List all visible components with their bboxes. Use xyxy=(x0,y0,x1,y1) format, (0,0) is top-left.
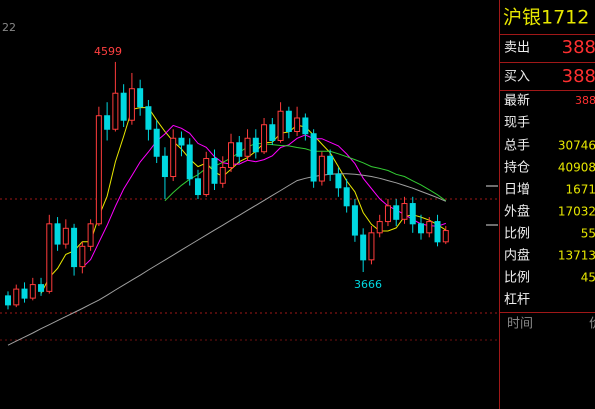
candle-body xyxy=(54,223,61,245)
row-value: 1671 xyxy=(565,183,595,197)
candle-body xyxy=(409,203,416,225)
row-label: 外盘 xyxy=(504,204,530,220)
low-label: 3666 xyxy=(354,278,382,291)
candle-body xyxy=(21,288,28,299)
candle-body xyxy=(236,142,243,157)
candle-body xyxy=(203,158,210,196)
candle-body xyxy=(277,110,284,142)
candle-body xyxy=(261,124,268,153)
candle-body xyxy=(426,221,433,234)
candle-body xyxy=(29,284,36,299)
candle-body xyxy=(153,128,160,157)
candle-body xyxy=(194,178,201,196)
candle-body xyxy=(46,223,53,292)
candle-body xyxy=(112,92,119,130)
footer-label: 价 xyxy=(589,317,595,332)
candle-body xyxy=(170,137,177,178)
row-label: 买入 xyxy=(504,70,530,85)
candle-body xyxy=(228,142,235,169)
candle-body xyxy=(62,227,69,245)
candle-body xyxy=(186,144,193,180)
row-value: 40908 xyxy=(558,161,595,175)
candle-body xyxy=(368,232,375,261)
panel-title: 沪银1712 xyxy=(503,7,589,29)
candle-body xyxy=(71,227,78,268)
candle-body xyxy=(351,205,358,236)
candle-body xyxy=(244,137,251,157)
candle-body xyxy=(137,88,144,108)
plot-area xyxy=(5,61,449,346)
row-label: 杠杆 xyxy=(504,292,530,308)
candle-body xyxy=(418,223,424,234)
candle-body xyxy=(13,288,20,306)
candle-body xyxy=(376,221,383,234)
row-label: 比例 xyxy=(504,271,530,286)
footer-label: 时间 xyxy=(507,317,533,332)
candle-body xyxy=(161,155,168,178)
candle-body xyxy=(310,133,317,182)
candle-body xyxy=(95,115,102,225)
candle-body xyxy=(335,173,342,189)
ma-line xyxy=(7,173,446,346)
candle-body xyxy=(318,155,325,182)
candle-body xyxy=(5,295,11,306)
candle-body xyxy=(302,117,309,135)
candle-body xyxy=(79,245,86,268)
candle-body xyxy=(178,137,185,146)
high-label: 4599 xyxy=(94,45,122,58)
row-value: 55 xyxy=(581,227,595,241)
row-label: 现手 xyxy=(504,116,530,131)
candle-body xyxy=(269,124,276,142)
row-value: 17032 xyxy=(558,205,595,219)
row-value: 388 xyxy=(562,37,595,58)
row-value: 45 xyxy=(581,271,595,285)
row-value: 388 xyxy=(562,66,595,87)
candle-body xyxy=(343,187,350,207)
candle-body xyxy=(393,205,400,220)
row-label: 卖出 xyxy=(504,41,530,56)
candle-body xyxy=(434,221,441,243)
candle-body xyxy=(38,284,45,292)
candle-body xyxy=(219,167,226,184)
candle-body xyxy=(384,205,391,223)
row-value: 388 xyxy=(575,94,595,107)
candle-body xyxy=(145,106,152,130)
candle-body xyxy=(294,117,301,132)
candle-body xyxy=(87,223,94,247)
row-label: 总手 xyxy=(504,139,530,154)
corner-label: 22 xyxy=(2,21,16,34)
candle-body xyxy=(128,88,135,121)
row-value: 30746 xyxy=(558,139,595,153)
row-value: 13713 xyxy=(558,249,595,263)
candle-body xyxy=(442,230,449,243)
row-label: 内盘 xyxy=(504,248,530,264)
ma-line xyxy=(81,124,446,269)
row-label: 持仓 xyxy=(504,161,530,176)
candle-body xyxy=(360,234,367,261)
candle-body xyxy=(120,92,127,121)
row-label: 比例 xyxy=(504,227,530,242)
candle-body xyxy=(285,110,292,132)
row-label: 最新 xyxy=(504,93,530,109)
row-label: 日增 xyxy=(504,183,530,198)
candle-body xyxy=(327,155,334,175)
candle-body xyxy=(211,158,218,184)
candle-body xyxy=(252,137,259,153)
candle-body xyxy=(104,115,111,130)
candle-body xyxy=(401,203,408,220)
